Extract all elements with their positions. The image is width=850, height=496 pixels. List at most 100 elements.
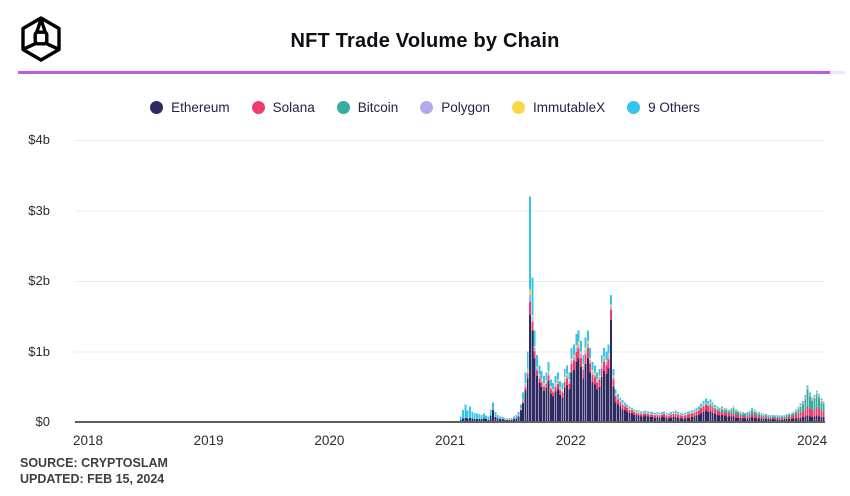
bar-segment-ethereum bbox=[684, 418, 686, 422]
bar-segment-solana bbox=[651, 414, 654, 418]
bar-segment-9-others bbox=[494, 412, 497, 417]
bar-segment-bitcoin bbox=[795, 412, 797, 415]
bar-segment-solana bbox=[542, 386, 545, 391]
bar-segment-ethereum bbox=[730, 416, 733, 422]
bar-segment-immutablex bbox=[737, 410, 740, 412]
bar-segment-immutablex bbox=[540, 378, 543, 381]
bar-segment-immutablex bbox=[727, 410, 730, 411]
bar-segment-9-others bbox=[589, 347, 592, 358]
bar-segment-polygon bbox=[670, 414, 673, 415]
x-tick-label: 2018 bbox=[72, 433, 104, 448]
bar-segment-ethereum bbox=[522, 403, 525, 422]
bar-segment-ethereum bbox=[626, 411, 629, 422]
plot-area[interactable] bbox=[75, 140, 825, 423]
bar-segment-ethereum bbox=[797, 417, 800, 422]
bar-segment-immutablex bbox=[758, 412, 760, 414]
bar-segment-solana bbox=[538, 378, 541, 384]
bar-segment-9-others bbox=[475, 413, 478, 420]
legend-item-polygon[interactable]: Polygon bbox=[420, 100, 490, 115]
bar-segment-bitcoin bbox=[792, 413, 795, 416]
legend-item-bitcoin[interactable]: Bitcoin bbox=[336, 100, 398, 115]
bar-segment-9-others bbox=[667, 413, 670, 415]
bar-segment-bitcoin bbox=[744, 414, 747, 417]
bar-segment-ethereum bbox=[589, 372, 592, 422]
bar-segment-bitcoin bbox=[822, 403, 825, 412]
bar-segment-polygon bbox=[549, 387, 552, 390]
bar-segment-ethereum bbox=[739, 417, 742, 422]
bar-segment-ethereum bbox=[640, 416, 643, 422]
bar-segment-immutablex bbox=[790, 413, 793, 415]
bar-segment-ethereum bbox=[616, 404, 619, 422]
bar-segment-bitcoin bbox=[725, 410, 728, 413]
bar-segment-ethereum bbox=[818, 416, 821, 422]
legend-item-immutablex[interactable]: ImmutableX bbox=[512, 100, 605, 115]
bar-segment-bitcoin bbox=[732, 408, 735, 414]
bar-segment-solana bbox=[575, 352, 578, 363]
bar-segment-ethereum bbox=[614, 402, 617, 422]
bar-segment-bitcoin bbox=[797, 409, 800, 414]
bar-segment-polygon bbox=[593, 374, 596, 378]
bar-segment-bitcoin bbox=[700, 407, 703, 409]
bar-segment-immutablex bbox=[808, 394, 811, 396]
bar-segment-ethereum bbox=[734, 417, 737, 422]
bar-segment-polygon bbox=[672, 413, 675, 415]
x-tick-label: 2020 bbox=[314, 433, 345, 448]
bar-segment-solana bbox=[656, 414, 659, 418]
bar-segment-polygon bbox=[702, 404, 705, 406]
bar-segment-solana bbox=[707, 406, 710, 413]
bar-segment-ethereum bbox=[672, 417, 675, 422]
bar-segment-solana bbox=[623, 406, 626, 411]
bar-segment-solana bbox=[734, 414, 737, 418]
legend-item-solana[interactable]: Solana bbox=[251, 100, 315, 115]
bar-segment-immutablex bbox=[792, 412, 795, 413]
bar-segment-polygon bbox=[536, 367, 538, 371]
bar-segment-polygon bbox=[547, 372, 550, 376]
bar-segment-polygon bbox=[709, 402, 712, 405]
bar-segment-immutablex bbox=[818, 395, 821, 396]
bar-segment-solana bbox=[549, 389, 552, 394]
bar-segment-9-others bbox=[492, 402, 495, 410]
bar-segment-immutablex bbox=[693, 411, 696, 413]
bar-segment-ethereum bbox=[642, 416, 645, 422]
bar-segment-ethereum bbox=[700, 413, 703, 422]
bar-segment-polygon bbox=[739, 412, 742, 414]
bar-segment-ethereum bbox=[785, 419, 788, 422]
bar-segment-solana bbox=[758, 416, 760, 419]
bar-segment-polygon bbox=[721, 408, 723, 410]
bar-segment-solana bbox=[559, 390, 562, 396]
legend-item-9-others[interactable]: 9 Others bbox=[627, 100, 700, 115]
bar-segment-ethereum bbox=[549, 393, 552, 422]
bar-segment-9-others bbox=[547, 362, 550, 372]
bar-segment-polygon bbox=[818, 395, 821, 398]
page-title: NFT Trade Volume by Chain bbox=[290, 30, 560, 52]
bar-segment-immutablex bbox=[709, 402, 712, 403]
bar-segment-9-others bbox=[469, 406, 471, 418]
legend-item-ethereum[interactable]: Ethereum bbox=[150, 100, 230, 115]
bar-segment-immutablex bbox=[820, 400, 823, 401]
bar-segment-immutablex bbox=[815, 392, 818, 394]
bar-segment-bitcoin bbox=[714, 408, 717, 411]
bar-segment-9-others bbox=[515, 414, 518, 418]
bar-segment-bitcoin bbox=[702, 405, 705, 407]
bar-segment-bitcoin bbox=[764, 415, 767, 418]
bar-segment-9-others bbox=[554, 376, 557, 384]
bar-segment-9-others bbox=[542, 376, 545, 384]
bar-segment-solana bbox=[727, 413, 730, 417]
bar-segment-9-others bbox=[459, 416, 462, 420]
bar-segment-polygon bbox=[748, 412, 751, 413]
bar-segment-solana bbox=[792, 415, 795, 419]
bar-segment-polygon bbox=[677, 414, 680, 415]
bar-segment-ethereum bbox=[670, 417, 673, 422]
bar-segment-solana bbox=[797, 413, 800, 418]
bar-segment-immutablex bbox=[522, 399, 525, 401]
bar-segment-polygon bbox=[522, 400, 525, 403]
legend-label: 9 Others bbox=[648, 100, 700, 115]
bar-segment-immutablex bbox=[716, 407, 719, 409]
cryptoslam-logo[interactable] bbox=[17, 15, 65, 63]
bar-segment-ethereum bbox=[566, 385, 569, 422]
bar-segment-ethereum bbox=[519, 410, 522, 422]
bar-segment-9-others bbox=[466, 410, 469, 419]
bar-segment-immutablex bbox=[762, 414, 765, 415]
bar-segment-solana bbox=[811, 410, 814, 418]
bar-segment-9-others bbox=[566, 365, 569, 374]
